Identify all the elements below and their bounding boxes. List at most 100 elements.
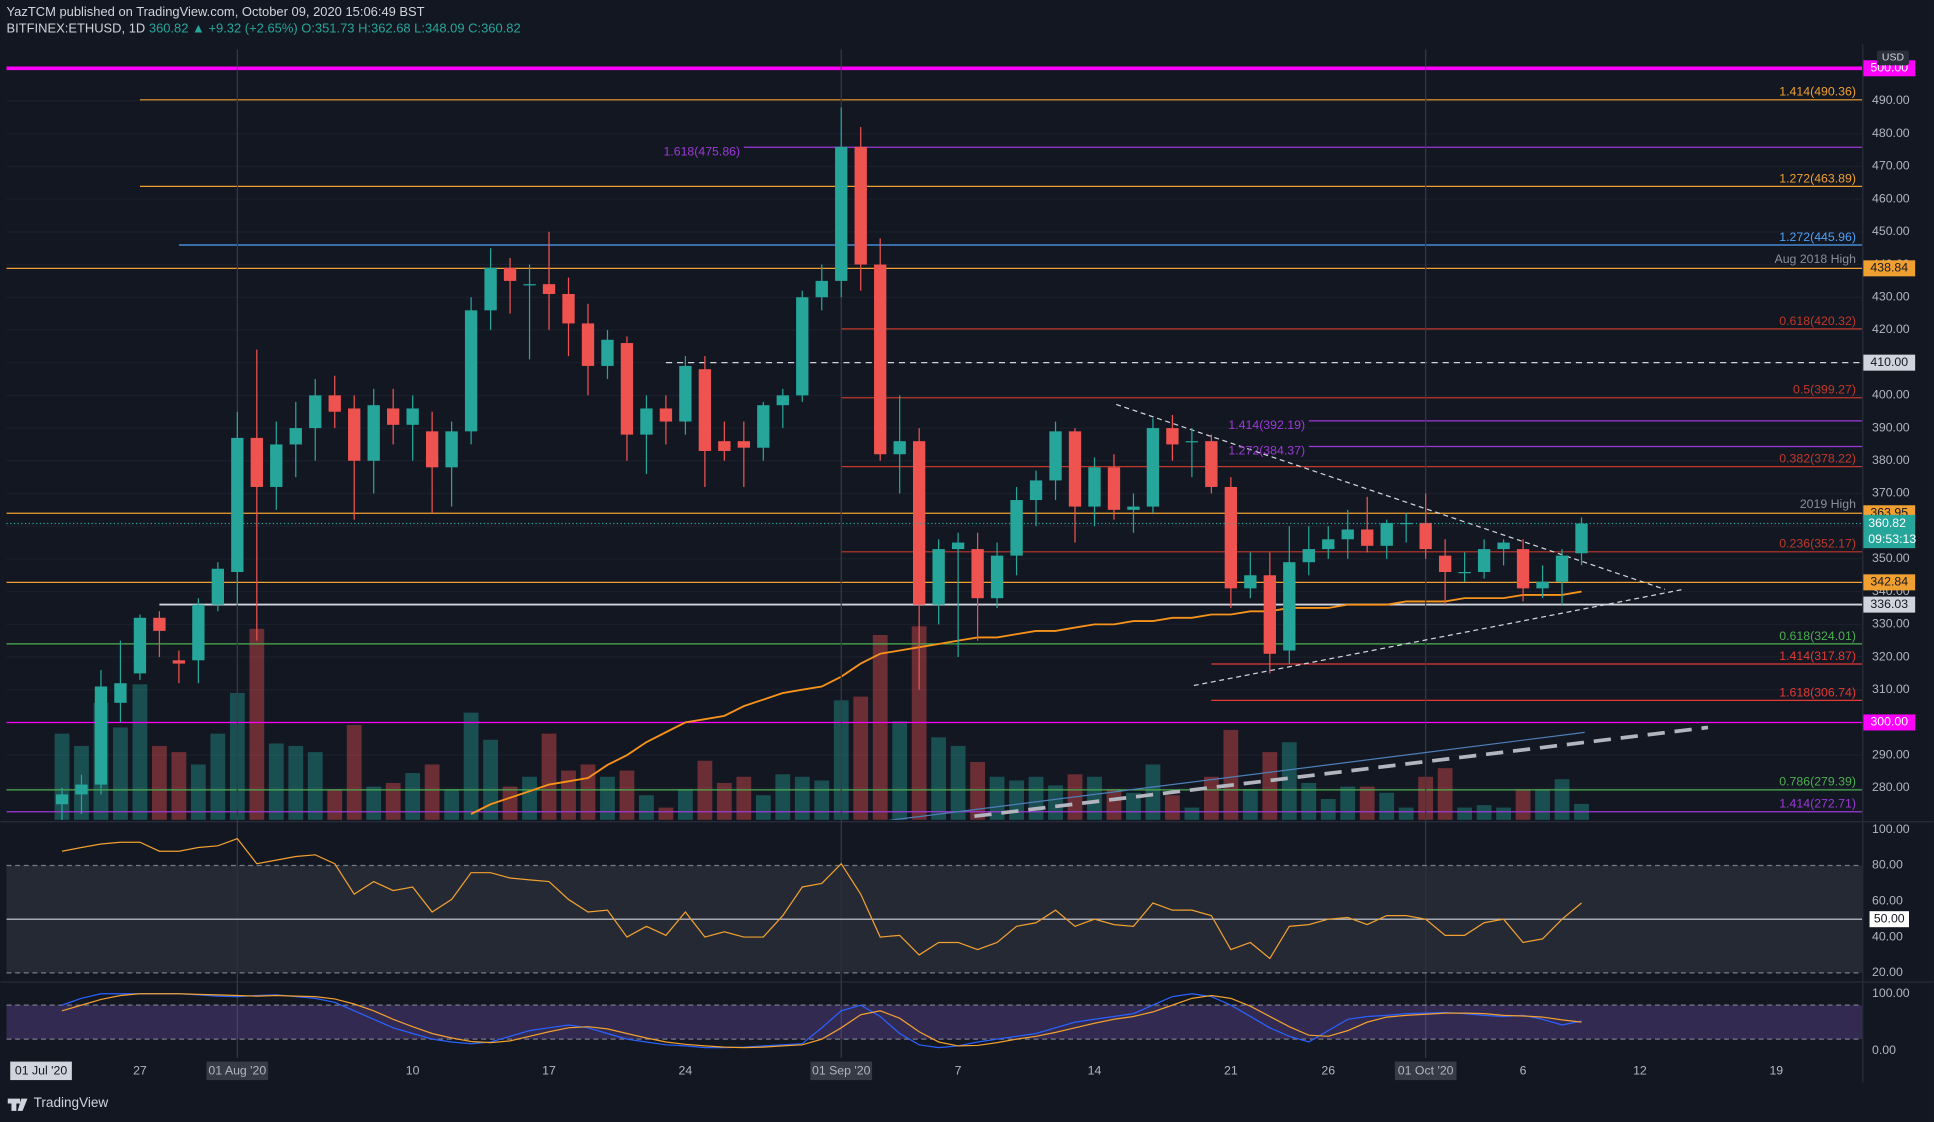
currency: USD <box>1882 53 1905 64</box>
candle-body <box>1088 467 1101 507</box>
volume-bar <box>1496 807 1511 820</box>
x-tick-label: 27 <box>133 1064 147 1078</box>
candle-body <box>640 408 653 435</box>
candle-body <box>698 369 712 451</box>
candle-body <box>1575 523 1588 554</box>
trendline <box>1115 403 1666 590</box>
candle-body <box>309 395 322 429</box>
volume-bar <box>1340 786 1356 820</box>
price-box-label: 438.84 <box>1870 261 1908 275</box>
price-box <box>1863 574 1916 591</box>
candle-body <box>114 683 127 703</box>
time-axis: 01 Jul '20 27 01 Aug '20 10 17 24 01 Sep '20 7 1… <box>10 1061 1783 1081</box>
y-tick-label: 470.00 <box>1872 159 1910 173</box>
rsi-tick-label: 40.00 <box>1872 929 1903 943</box>
candle-body <box>445 431 458 468</box>
volume-bar <box>1126 792 1141 820</box>
candle-body <box>1263 575 1276 654</box>
candle-body <box>1380 522 1393 546</box>
level-label: 1.272(445.96) <box>1779 230 1856 244</box>
candle-body <box>1555 555 1569 582</box>
y-tick-label: 290.00 <box>1872 747 1910 761</box>
candle-body <box>874 264 887 455</box>
candle-body <box>1361 529 1374 546</box>
volume-bar <box>249 628 265 820</box>
volume-bar <box>1087 776 1102 820</box>
volume-bar <box>1476 805 1492 820</box>
volume-bar <box>210 733 226 820</box>
rsi-pane <box>6 837 1863 974</box>
volume-bar <box>1203 776 1219 820</box>
y-tick-label: 320.00 <box>1872 649 1910 663</box>
volume-bar <box>424 764 440 820</box>
currency-box <box>1876 50 1909 66</box>
candle-body <box>367 405 380 461</box>
candle-body <box>854 146 867 265</box>
candle-body <box>1244 575 1257 589</box>
level-note: 2019 High <box>1800 497 1856 511</box>
y-tick-label: 400.00 <box>1872 388 1910 402</box>
volume-bar <box>1048 785 1063 820</box>
candle-body <box>153 617 166 631</box>
rsi-tick-label: 100.00 <box>1872 822 1910 836</box>
candle-body <box>893 441 906 455</box>
last: 360.82 <box>149 21 189 36</box>
candle-body <box>757 405 770 448</box>
volume-bar <box>1281 742 1297 820</box>
x-tick-box <box>810 1061 873 1081</box>
main-front: 1.414(490.36) 1.618(475.86) 1.272(463.89) 1… <box>6 85 1863 820</box>
volume-bar <box>1184 807 1200 820</box>
volume-bar <box>171 752 187 820</box>
brand-name: TradingView <box>34 1095 109 1110</box>
volume-bar <box>405 773 421 820</box>
level-label: 1.272(463.89) <box>1779 171 1856 185</box>
candle-body <box>425 431 439 468</box>
candle-body <box>562 293 575 324</box>
volume-bar <box>619 770 635 820</box>
volume-bar <box>463 712 479 820</box>
volume-bar <box>853 696 869 820</box>
volume-bar <box>814 780 830 820</box>
publisher: YazTCM published on TradingView.com, Oct… <box>7 4 425 19</box>
y-tick-label: 330.00 <box>1872 617 1910 631</box>
x-tick-box <box>1394 1061 1457 1081</box>
rsi-tick-label: 20.00 <box>1872 965 1903 979</box>
price-box <box>1863 354 1916 371</box>
candle-body <box>796 297 809 396</box>
volume-bar <box>1437 768 1453 820</box>
volume-bar <box>1359 786 1375 820</box>
candle-body <box>192 604 205 661</box>
front-layer: 1.414(490.36) 1.618(475.86) 1.272(463.89) 1… <box>6 50 1916 1081</box>
candle-body <box>464 310 478 432</box>
volume-bar <box>1535 789 1550 820</box>
candle-body <box>1458 571 1471 574</box>
volume-bar <box>1223 729 1239 820</box>
volume-bar <box>288 745 304 820</box>
x-tick-label: 01 Jul '20 <box>15 1064 67 1078</box>
volume-bar <box>502 786 518 820</box>
volume-bar <box>658 807 674 820</box>
candle-body <box>133 617 147 674</box>
stoch-tick-label: 100.00 <box>1872 986 1910 1000</box>
rsi-line <box>61 837 1582 960</box>
candle-body <box>523 284 536 286</box>
stoch-tick-label: 0.00 <box>1872 1043 1896 1057</box>
candle-body <box>172 660 186 664</box>
volume-bar <box>970 761 986 820</box>
volume-bar <box>1301 782 1317 820</box>
volume-bar <box>950 745 966 820</box>
trendlines <box>887 403 1709 820</box>
volume-bar <box>931 737 947 820</box>
volume-bar <box>366 786 382 820</box>
candle-body <box>1516 549 1530 589</box>
volume-bar <box>1028 776 1044 820</box>
price-axis: 280.00290.00300.00310.00320.00330.00340.… <box>1863 50 1916 1057</box>
candle-body <box>1068 431 1082 507</box>
x-tick-label: 19 <box>1769 1064 1783 1078</box>
y-tick-label: 480.00 <box>1872 126 1910 140</box>
price-box <box>1863 596 1916 613</box>
price-box <box>1863 260 1916 277</box>
volume-bar <box>152 745 167 820</box>
price-box-label: 336.03 <box>1870 597 1908 611</box>
